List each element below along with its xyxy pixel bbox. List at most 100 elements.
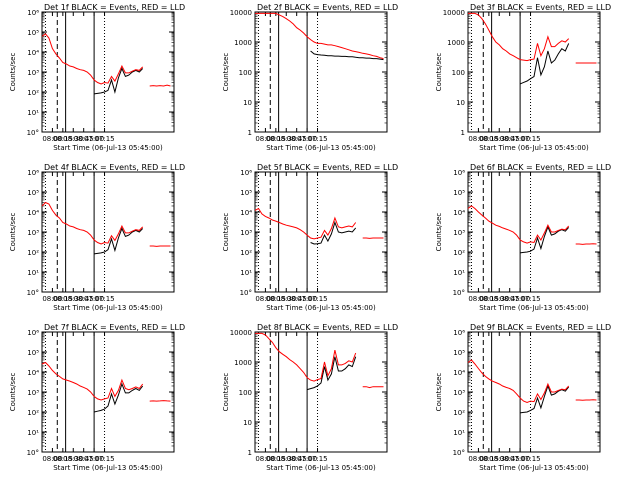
panel-title: Det 6f BLACK = Events, RED = LLD xyxy=(470,163,611,172)
y-tick-label: 10¹ xyxy=(240,269,252,277)
panel-title: Det 8f BLACK = Events, RED = LLD xyxy=(257,323,398,332)
y-axis-label: Counts/sec xyxy=(222,53,230,92)
x-tick-label: 08:15 xyxy=(266,295,286,303)
x-tick-label: 08:00 xyxy=(42,295,62,303)
x-tick-label: 08:15 xyxy=(53,455,73,463)
panel-title: Det 3f BLACK = Events, RED = LLD xyxy=(470,3,611,12)
plot-frame xyxy=(467,171,601,293)
x-tick-label: 07:00 xyxy=(510,455,530,463)
y-tick-label: 1 xyxy=(461,129,465,137)
x-tick-label: 08:00 xyxy=(255,295,275,303)
series-line-lld xyxy=(41,33,171,87)
y-tick-label: 10⁵ xyxy=(27,349,39,357)
y-tick-label: 10⁵ xyxy=(240,189,252,197)
x-axis-label: Start Time (06-Jul-13 05:45:00) xyxy=(266,304,376,312)
y-tick-label: 10³ xyxy=(453,389,465,397)
x-tick-label: 08:00 xyxy=(468,135,488,143)
x-tick-label: 08:00 xyxy=(42,455,62,463)
y-tick-label: 10⁴ xyxy=(27,49,39,57)
x-tick-label: 08:30 xyxy=(63,295,83,303)
y-tick-label: 10⁴ xyxy=(240,209,252,217)
series-line-lld xyxy=(41,201,171,247)
y-tick-label: 1 xyxy=(248,449,252,457)
y-tick-label: 10° xyxy=(27,289,39,297)
x-tick-label: 08:45 xyxy=(500,455,520,463)
panel-8: Det 8f BLACK = Events, RED = LLD 1 10 100 10… xyxy=(222,323,398,472)
x-tick-label: 08:45 xyxy=(74,135,94,143)
y-axis-label: Counts/sec xyxy=(435,213,443,252)
x-tick-label: 08:15 xyxy=(479,135,499,143)
y-tick-label: 10° xyxy=(27,129,39,137)
y-tick-label: 10⁶ xyxy=(453,329,465,337)
y-tick-label: 10¹ xyxy=(27,269,39,277)
x-tick-label: 07:15 xyxy=(520,135,540,143)
panel-9: Det 9f BLACK = Events, RED = LLD 10° 10¹ 10… xyxy=(435,323,611,472)
panel-4: Det 4f BLACK = Events, RED = LLD 10° 10¹ 10… xyxy=(9,163,185,312)
x-tick-label: 07:15 xyxy=(307,455,327,463)
plot-frame xyxy=(41,171,175,293)
y-tick-label: 10² xyxy=(240,249,252,257)
y-axis-label: Counts/sec xyxy=(9,373,17,412)
plot-frame xyxy=(254,11,388,133)
x-tick-label: 07:15 xyxy=(520,295,540,303)
x-tick-label: 07:15 xyxy=(307,135,327,143)
x-tick-label: 07:00 xyxy=(84,455,104,463)
y-tick-label: 10000 xyxy=(230,9,252,17)
series-line-lld xyxy=(41,361,171,402)
x-tick-label: 08:15 xyxy=(479,295,499,303)
y-tick-label: 10⁶ xyxy=(27,9,39,17)
x-tick-label: 08:30 xyxy=(276,135,296,143)
x-tick-label: 08:45 xyxy=(287,295,307,303)
x-axis-label: Start Time (06-Jul-13 05:45:00) xyxy=(266,144,376,152)
plot-frame xyxy=(254,331,388,453)
series-line-lld xyxy=(255,332,384,389)
y-axis-label: Counts/sec xyxy=(435,53,443,92)
x-tick-label: 08:30 xyxy=(276,455,296,463)
panel-2: Det 2f BLACK = Events, RED = LLD 1 10 100 10… xyxy=(222,3,398,152)
x-tick-label: 08:00 xyxy=(255,455,275,463)
x-axis-label: Start Time (06-Jul-13 05:45:00) xyxy=(479,464,589,472)
x-tick-label: 07:00 xyxy=(84,135,104,143)
x-tick-label: 08:30 xyxy=(489,135,509,143)
plot-frame xyxy=(41,11,175,133)
series-line-events xyxy=(310,50,384,61)
x-tick-label: 08:00 xyxy=(255,135,275,143)
series-line-lld xyxy=(254,207,384,240)
x-tick-label: 07:15 xyxy=(94,295,114,303)
x-tick-label: 07:00 xyxy=(297,135,317,143)
y-tick-label: 10¹ xyxy=(27,429,39,437)
y-tick-label: 10000 xyxy=(443,9,465,17)
series-line-lld xyxy=(468,12,597,64)
y-tick-label: 10² xyxy=(27,409,39,417)
y-tick-label: 10° xyxy=(453,289,465,297)
x-tick-label: 07:00 xyxy=(84,295,104,303)
y-tick-label: 10¹ xyxy=(27,109,39,117)
series-line-events xyxy=(94,67,144,95)
series-line-lld xyxy=(467,205,597,245)
y-tick-label: 10 xyxy=(243,419,252,427)
x-axis-label: Start Time (06-Jul-13 05:45:00) xyxy=(53,304,163,312)
x-tick-label: 08:45 xyxy=(500,135,520,143)
y-tick-label: 10⁴ xyxy=(27,209,39,217)
series-line-events xyxy=(94,227,144,255)
x-tick-label: 08:30 xyxy=(63,455,83,463)
x-tick-label: 08:15 xyxy=(53,295,73,303)
series-line-events xyxy=(93,382,144,413)
panel-5: Det 5f BLACK = Events, RED = LLD 10° 10¹ 10… xyxy=(222,163,398,312)
y-tick-label: 10⁴ xyxy=(453,369,465,377)
y-tick-label: 10⁵ xyxy=(27,189,39,197)
x-axis-label: Start Time (06-Jul-13 05:45:00) xyxy=(53,464,163,472)
x-tick-label: 08:45 xyxy=(74,455,94,463)
y-tick-label: 1000 xyxy=(234,359,252,367)
y-tick-label: 10° xyxy=(453,449,465,457)
y-tick-label: 10³ xyxy=(453,229,465,237)
y-tick-label: 10² xyxy=(453,249,465,257)
x-tick-label: 08:15 xyxy=(479,455,499,463)
panel-1: Det 1f BLACK = Events, RED = LLD 10° 10¹ 10… xyxy=(9,3,185,152)
y-axis-label: Counts/sec xyxy=(222,213,230,252)
y-tick-label: 10⁵ xyxy=(453,349,465,357)
panel-title: Det 5f BLACK = Events, RED = LLD xyxy=(257,163,398,172)
x-tick-label: 08:30 xyxy=(489,295,509,303)
panel-7: Det 7f BLACK = Events, RED = LLD 10° 10¹ 10… xyxy=(9,323,185,472)
x-tick-label: 07:15 xyxy=(94,455,114,463)
